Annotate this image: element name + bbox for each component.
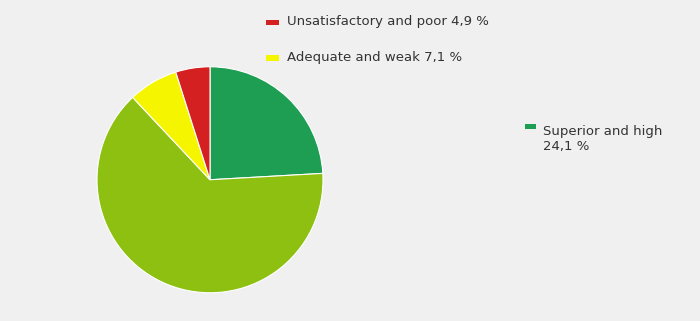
Wedge shape	[176, 67, 210, 180]
Wedge shape	[210, 67, 323, 180]
Text: Superior and high
24,1 %: Superior and high 24,1 %	[543, 125, 663, 152]
Text: Unsatisfactory and poor 4,9 %: Unsatisfactory and poor 4,9 %	[287, 15, 489, 28]
Wedge shape	[97, 97, 323, 293]
Text: Adequate and weak 7,1 %: Adequate and weak 7,1 %	[287, 51, 462, 64]
Wedge shape	[133, 72, 210, 180]
